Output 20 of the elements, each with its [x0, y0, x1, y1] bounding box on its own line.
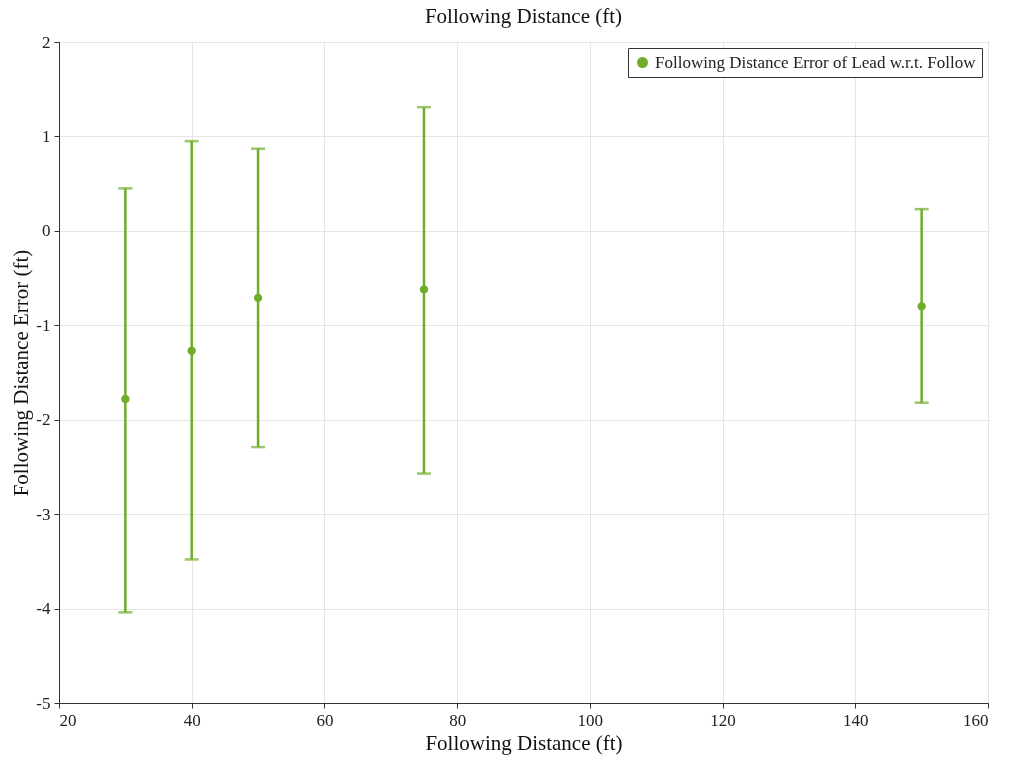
x-tick-label: 100 [577, 710, 604, 730]
y-axis-title: Following Distance Error (ft) [9, 249, 34, 497]
x-axis-title: Following Distance (ft) [425, 730, 623, 755]
chart-title: Following Distance (ft) [424, 4, 623, 28]
y-tick-label: -3 [36, 504, 51, 524]
x-tick-label: 80 [449, 710, 467, 730]
y-tick-label: -5 [36, 693, 51, 713]
x-tick-label: 140 [843, 710, 869, 730]
x-tick-label: 40 [183, 710, 201, 730]
x-tick-label: 120 [710, 710, 736, 730]
x-tick-label: 60 [316, 710, 334, 730]
y-tick-label: -4 [36, 599, 51, 619]
x-tick-label: 20 [59, 710, 77, 730]
y-tick-label: 0 [42, 221, 51, 241]
y-tick-label: -2 [36, 410, 51, 430]
legend-label: Following Distance Error of Lead w.r.t. Follow [655, 52, 977, 72]
y-tick-label: 1 [42, 126, 51, 146]
y-tick-label: 2 [42, 32, 51, 52]
y-tick-label: -1 [36, 315, 51, 335]
x-tick-label: 160 [963, 710, 989, 730]
